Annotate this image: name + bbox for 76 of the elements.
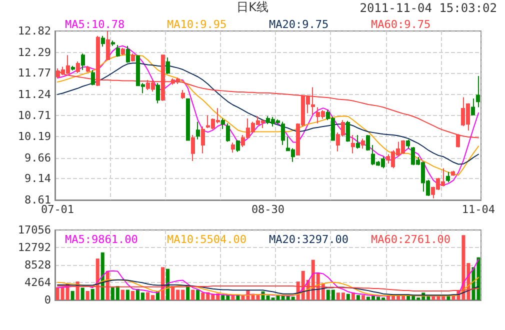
text: 2011-11-04 15:03:02 xyxy=(360,1,498,15)
candlestick xyxy=(361,138,365,150)
candlestick xyxy=(476,75,480,108)
bar xyxy=(90,288,94,300)
candlestick xyxy=(106,30,110,60)
candlestick xyxy=(406,139,410,150)
y-tick-label: 0 xyxy=(44,294,51,306)
bar xyxy=(231,295,235,300)
candlestick xyxy=(231,142,235,154)
text: MA60:9.75 xyxy=(371,18,431,31)
candlestick xyxy=(76,61,80,74)
candlestick xyxy=(86,65,90,72)
candlestick xyxy=(201,126,205,154)
candlestick xyxy=(281,121,285,146)
bar xyxy=(346,294,350,300)
candlestick xyxy=(221,118,225,130)
text: MA20:3297.00 xyxy=(269,233,348,246)
text: MA20:9.75 xyxy=(269,18,329,31)
candlestick xyxy=(166,56,170,74)
candlestick xyxy=(101,35,105,48)
bar xyxy=(361,295,365,300)
y-tick-label: 10.19 xyxy=(18,130,51,144)
y-tick-label: 9.66 xyxy=(24,151,51,164)
text: MA5:9861.00 xyxy=(65,233,138,246)
series-label: MA5:10.78 xyxy=(65,18,125,31)
candlestick xyxy=(91,69,95,86)
line-series xyxy=(57,62,479,165)
bar xyxy=(191,290,195,300)
candlestick xyxy=(366,134,370,152)
bar xyxy=(196,290,200,300)
bar xyxy=(70,290,74,300)
y-tick-label: 11.24 xyxy=(18,88,52,101)
candlestick xyxy=(196,121,200,140)
y-tick-label: 11.77 xyxy=(18,66,51,80)
candlestick xyxy=(351,134,355,154)
y-tick-label: 12792 xyxy=(18,241,51,254)
bar xyxy=(130,290,134,300)
y-tick-label: 4264 xyxy=(24,276,52,289)
candlestick xyxy=(131,52,135,62)
y-tick-label: 17056 xyxy=(18,224,51,236)
candlestick xyxy=(126,45,130,64)
candlestick xyxy=(311,86,315,116)
bar xyxy=(80,288,84,300)
candlestick xyxy=(81,52,85,70)
candlestick xyxy=(191,134,195,162)
bar xyxy=(236,295,240,300)
y-tick-label: 10.71 xyxy=(18,109,51,122)
text: MA60:2761.00 xyxy=(371,233,450,246)
candlestick xyxy=(346,120,350,142)
candlestick xyxy=(181,90,185,100)
bar xyxy=(356,295,360,300)
candlestick xyxy=(226,122,230,142)
y-tick-label: 12.82 xyxy=(18,24,51,38)
candlestick xyxy=(156,82,160,104)
candlestick xyxy=(186,98,190,141)
text: MA10:9.95 xyxy=(167,18,227,31)
candlestick xyxy=(116,44,120,58)
y-tick-label: 8528 xyxy=(24,258,51,272)
text: MA10:5504.00 xyxy=(167,233,246,246)
y-tick-label: 9.14 xyxy=(24,172,52,186)
y-tick-label: 12.29 xyxy=(18,46,51,59)
chart-title: 日K线 xyxy=(236,0,268,14)
candlestick xyxy=(71,65,75,71)
candlestick xyxy=(471,98,475,116)
bar xyxy=(126,290,130,300)
bar xyxy=(100,252,104,300)
candlestick xyxy=(111,40,115,46)
candlestick xyxy=(356,134,360,150)
bar xyxy=(86,290,90,300)
candlestick xyxy=(121,47,125,56)
x-tick-label: 08-30 xyxy=(251,203,285,216)
x-tick-label: 11-04 xyxy=(462,203,496,216)
candlestick xyxy=(236,140,240,152)
bar xyxy=(120,290,124,300)
candlestick xyxy=(451,170,455,176)
candlestick xyxy=(446,171,450,183)
